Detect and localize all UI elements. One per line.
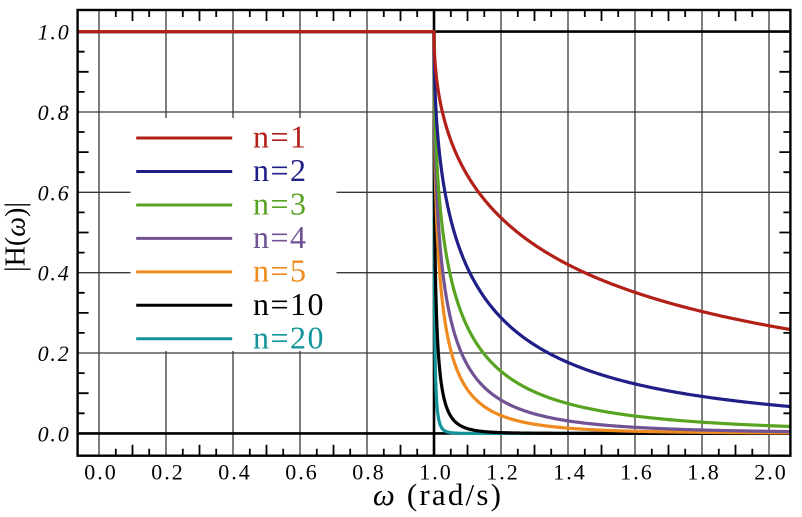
- svg-text:1.8: 1.8: [687, 460, 721, 485]
- svg-text:0.8: 0.8: [352, 460, 386, 485]
- svg-text:0.4: 0.4: [218, 460, 252, 485]
- svg-text:0.0: 0.0: [38, 421, 71, 446]
- svg-text:1.0: 1.0: [419, 460, 453, 485]
- svg-text:n=10: n=10: [253, 286, 325, 322]
- svg-text:2.0: 2.0: [754, 460, 788, 485]
- svg-text:0.0: 0.0: [84, 460, 118, 485]
- svg-text:1.6: 1.6: [620, 460, 654, 485]
- svg-text:1.0: 1.0: [38, 20, 71, 45]
- svg-text:1.4: 1.4: [553, 460, 587, 485]
- svg-text:0.4: 0.4: [38, 261, 71, 286]
- svg-text:ω (rad/s): ω (rad/s): [373, 477, 503, 512]
- svg-text:n=4: n=4: [253, 219, 308, 255]
- svg-text:n=2: n=2: [253, 152, 308, 188]
- svg-text:0.2: 0.2: [151, 460, 185, 485]
- svg-text:1.2: 1.2: [486, 460, 520, 485]
- svg-text:0.6: 0.6: [38, 180, 71, 205]
- svg-text:n=3: n=3: [253, 186, 308, 222]
- svg-text:n=5: n=5: [253, 252, 308, 288]
- svg-text:0.6: 0.6: [285, 460, 319, 485]
- svg-text:0.8: 0.8: [38, 100, 71, 125]
- svg-text:|H(ω)|: |H(ω)|: [1, 202, 32, 272]
- svg-text:0.2: 0.2: [38, 341, 71, 366]
- svg-text:n=20: n=20: [253, 319, 325, 355]
- svg-text:n=1: n=1: [253, 119, 308, 155]
